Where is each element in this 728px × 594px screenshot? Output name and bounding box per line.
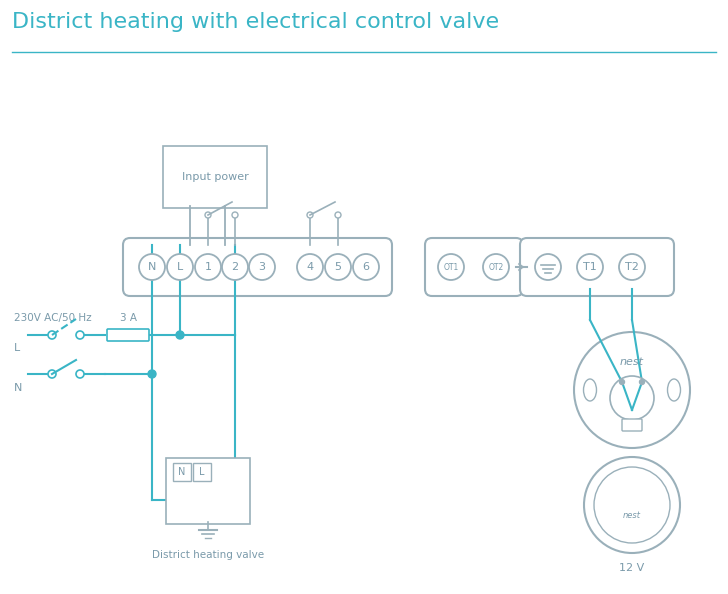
Circle shape bbox=[577, 254, 603, 280]
FancyBboxPatch shape bbox=[163, 146, 267, 208]
Circle shape bbox=[167, 254, 193, 280]
FancyBboxPatch shape bbox=[173, 463, 191, 481]
Circle shape bbox=[176, 331, 184, 339]
Text: N: N bbox=[178, 467, 186, 477]
Text: 4: 4 bbox=[306, 262, 314, 272]
Circle shape bbox=[325, 254, 351, 280]
Text: District heating valve: District heating valve bbox=[152, 550, 264, 560]
FancyBboxPatch shape bbox=[520, 238, 674, 296]
FancyBboxPatch shape bbox=[193, 463, 211, 481]
Text: nest: nest bbox=[620, 357, 644, 367]
Circle shape bbox=[535, 254, 561, 280]
Circle shape bbox=[222, 254, 248, 280]
Text: 6: 6 bbox=[363, 262, 370, 272]
Text: 3 A: 3 A bbox=[119, 313, 137, 323]
Text: 12 V: 12 V bbox=[620, 563, 644, 573]
Text: L: L bbox=[177, 262, 183, 272]
Text: 230V AC/50 Hz: 230V AC/50 Hz bbox=[14, 313, 92, 323]
Text: OT2: OT2 bbox=[488, 263, 504, 271]
Circle shape bbox=[353, 254, 379, 280]
Text: 3: 3 bbox=[258, 262, 266, 272]
Circle shape bbox=[48, 370, 56, 378]
Circle shape bbox=[438, 254, 464, 280]
Text: 2: 2 bbox=[232, 262, 239, 272]
Circle shape bbox=[76, 370, 84, 378]
Circle shape bbox=[619, 254, 645, 280]
Text: T1: T1 bbox=[583, 262, 597, 272]
Text: OT1: OT1 bbox=[443, 263, 459, 271]
Circle shape bbox=[307, 212, 313, 218]
Circle shape bbox=[195, 254, 221, 280]
Text: 1: 1 bbox=[205, 262, 212, 272]
Text: L: L bbox=[199, 467, 205, 477]
Circle shape bbox=[148, 370, 156, 378]
Circle shape bbox=[139, 254, 165, 280]
Circle shape bbox=[610, 376, 654, 420]
FancyBboxPatch shape bbox=[622, 419, 642, 431]
Circle shape bbox=[574, 332, 690, 448]
Circle shape bbox=[205, 212, 211, 218]
FancyBboxPatch shape bbox=[107, 329, 149, 341]
Circle shape bbox=[483, 254, 509, 280]
Circle shape bbox=[335, 212, 341, 218]
Circle shape bbox=[594, 467, 670, 543]
Ellipse shape bbox=[584, 379, 596, 401]
Text: nest: nest bbox=[623, 510, 641, 520]
Text: Input power: Input power bbox=[181, 172, 248, 182]
Text: 5: 5 bbox=[334, 262, 341, 272]
Ellipse shape bbox=[668, 379, 681, 401]
FancyBboxPatch shape bbox=[425, 238, 523, 296]
Text: N: N bbox=[148, 262, 157, 272]
Circle shape bbox=[232, 212, 238, 218]
FancyBboxPatch shape bbox=[166, 458, 250, 524]
Circle shape bbox=[620, 380, 625, 384]
Circle shape bbox=[297, 254, 323, 280]
Circle shape bbox=[639, 380, 644, 384]
Text: T2: T2 bbox=[625, 262, 639, 272]
Circle shape bbox=[249, 254, 275, 280]
Circle shape bbox=[48, 331, 56, 339]
Text: N: N bbox=[14, 383, 23, 393]
FancyBboxPatch shape bbox=[123, 238, 392, 296]
Circle shape bbox=[76, 331, 84, 339]
Text: L: L bbox=[14, 343, 20, 353]
Text: District heating with electrical control valve: District heating with electrical control… bbox=[12, 12, 499, 32]
Circle shape bbox=[584, 457, 680, 553]
